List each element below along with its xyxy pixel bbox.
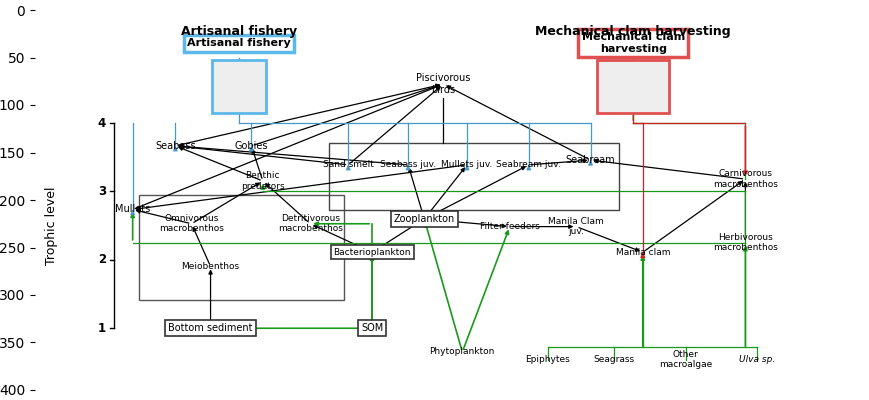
Text: 2: 2 xyxy=(98,253,106,266)
Text: Seagrass: Seagrass xyxy=(593,355,634,364)
Text: Detritivorous
macrobenthos: Detritivorous macrobenthos xyxy=(277,214,342,234)
Text: Seabream: Seabream xyxy=(565,155,614,165)
Text: Carnivorous
macrobenthos: Carnivorous macrobenthos xyxy=(712,170,777,189)
Text: 4: 4 xyxy=(97,116,106,130)
Text: Bottom sediment: Bottom sediment xyxy=(168,323,253,333)
Text: Filter feeders: Filter feeders xyxy=(480,222,539,231)
Text: Mechanical clam
harvesting: Mechanical clam harvesting xyxy=(581,32,684,54)
Bar xyxy=(596,60,668,113)
Text: Other
macroalgae: Other macroalgae xyxy=(658,350,712,369)
Text: 3: 3 xyxy=(98,185,106,198)
Text: Sand smelt: Sand smelt xyxy=(322,160,374,169)
Text: Mechanical clam harvesting: Mechanical clam harvesting xyxy=(535,25,730,38)
Text: Phytoplankton: Phytoplankton xyxy=(429,348,494,356)
Bar xyxy=(139,195,343,300)
Text: Manila clam: Manila clam xyxy=(615,248,669,257)
Text: Gobies: Gobies xyxy=(235,141,268,151)
Text: Ulva sp.: Ulva sp. xyxy=(738,355,774,364)
Text: Epiphytes: Epiphytes xyxy=(525,355,569,364)
Text: Seabream juv.: Seabream juv. xyxy=(496,160,561,169)
Text: Artisanal fishery: Artisanal fishery xyxy=(187,38,290,48)
Text: Mullets: Mullets xyxy=(115,204,150,214)
Text: 1: 1 xyxy=(98,322,106,335)
Bar xyxy=(329,143,619,210)
Text: Trophic level: Trophic level xyxy=(45,186,58,265)
Text: Seabass juv.: Seabass juv. xyxy=(380,160,435,169)
Text: Artisanal fishery: Artisanal fishery xyxy=(181,25,297,38)
Text: SOM: SOM xyxy=(361,323,382,333)
Text: Zooplankton: Zooplankton xyxy=(393,214,454,224)
Text: Benthic
predators: Benthic predators xyxy=(241,171,284,191)
Text: Manila Clam
juv.: Manila Clam juv. xyxy=(547,217,603,236)
Text: Piscivorous
birds: Piscivorous birds xyxy=(415,73,470,95)
Text: Bacterioplankton: Bacterioplankton xyxy=(333,248,410,257)
Text: Omnivorous
macrobenthos: Omnivorous macrobenthos xyxy=(159,214,223,234)
Text: Herbivorous
macrobenthos: Herbivorous macrobenthos xyxy=(712,233,777,252)
Bar xyxy=(212,60,265,113)
Text: Meiobenthos: Meiobenthos xyxy=(182,262,239,271)
Text: Mullets juv.: Mullets juv. xyxy=(441,160,492,169)
Text: Seabass: Seabass xyxy=(155,141,196,151)
